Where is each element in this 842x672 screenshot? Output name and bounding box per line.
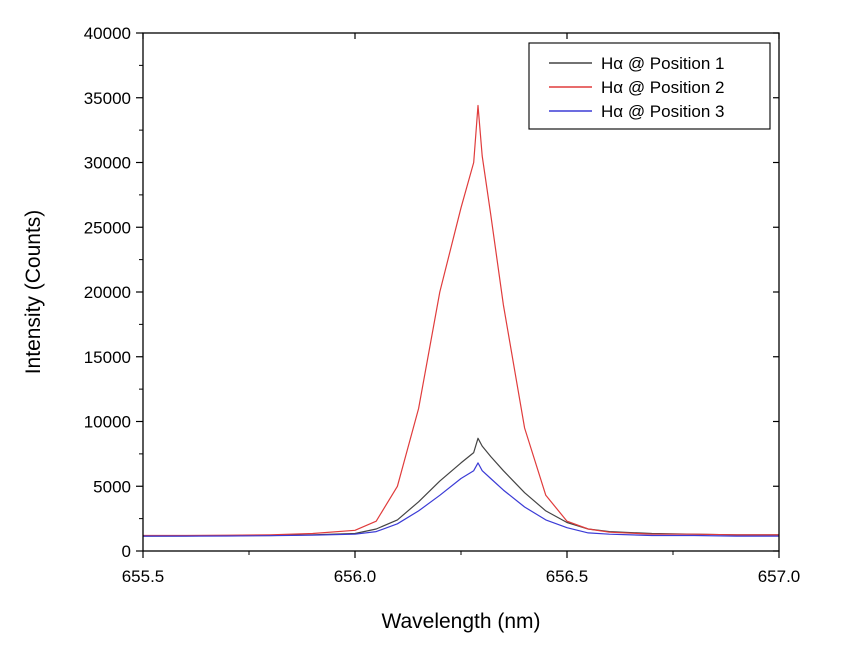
y-tick-label: 35000 xyxy=(84,89,131,108)
series-layer xyxy=(142,104,779,537)
x-axis-title: Wavelength (nm) xyxy=(381,610,540,633)
x-tick-label: 657.0 xyxy=(758,567,801,586)
legend-label: Hα @ Position 3 xyxy=(601,102,724,121)
y-tick-label: 15000 xyxy=(84,348,131,367)
series-line-3 xyxy=(143,462,779,537)
x-tick-label: 656.0 xyxy=(334,567,377,586)
legend-label: Hα @ Position 1 xyxy=(601,54,724,73)
y-tick-label: 10000 xyxy=(84,413,131,432)
x-tick-label: 655.5 xyxy=(122,567,165,586)
y-tick-label: 40000 xyxy=(84,24,131,43)
series-line-2 xyxy=(143,104,779,537)
series-line-1 xyxy=(142,437,779,537)
y-tick-label: 0 xyxy=(122,542,131,561)
legend-box xyxy=(528,42,771,130)
y-tick-label: 20000 xyxy=(84,283,131,302)
x-tick-label: 656.5 xyxy=(546,567,589,586)
x-axis: 655.5 656.0 656.5 657.0 xyxy=(122,33,801,586)
legend-label: Hα @ Position 2 xyxy=(601,78,724,97)
y-tick-label: 5000 xyxy=(93,477,131,496)
y-axis: 0 5000 10000 15000 20000 25000 30000 35000 40000 xyxy=(84,24,779,561)
y-tick-label: 25000 xyxy=(84,218,131,237)
y-axis-title: Intensity (Counts) xyxy=(22,210,45,375)
y-tick-label: 30000 xyxy=(84,154,131,173)
legend: Hα @ Position 1 Hα @ Position 2 Hα @ Posit… xyxy=(528,42,771,130)
